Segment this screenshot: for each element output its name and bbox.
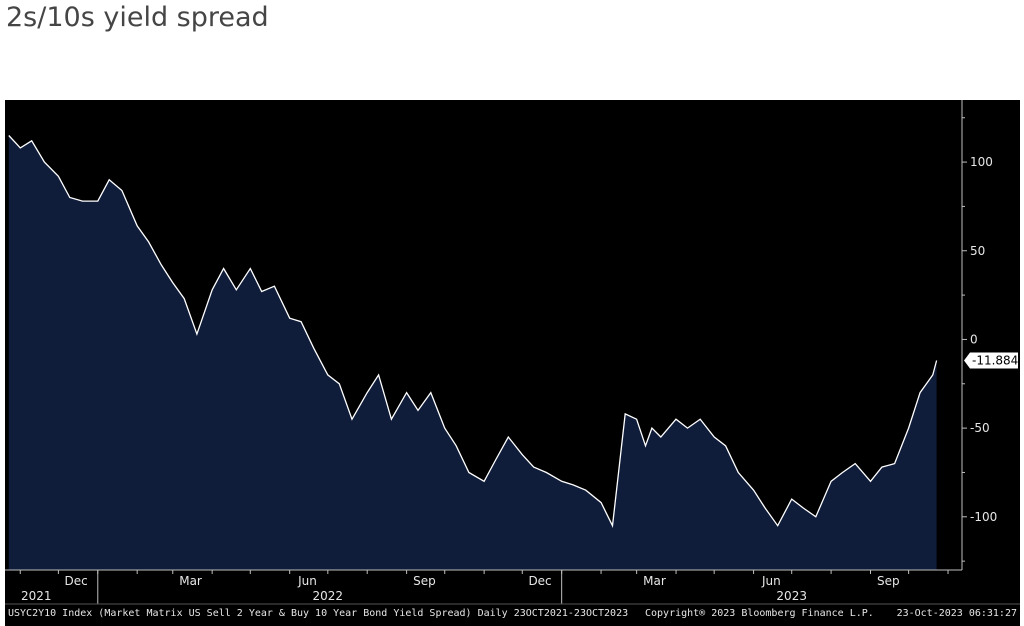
x-tick-label: Dec (65, 574, 88, 588)
x-tick-label: Mar (643, 574, 666, 588)
footer-source: USYC2Y10 Index (Market Matrix US Sell 2 … (8, 608, 628, 619)
x-tick-label: Jun (761, 574, 781, 588)
axes: 100 50 0 -50 -100 -11.884 Dec Mar Jun Sep Dec Mar Ju… (5, 100, 1020, 605)
chart-panel: 100 50 0 -50 -100 -11.884 Dec Mar Jun Sep Dec Mar Ju… (5, 100, 1020, 626)
area-layer (8, 135, 937, 570)
x-tick-label: Sep (877, 574, 900, 588)
last-value-badge (964, 352, 1018, 369)
footer-timestamp: 23-Oct-2023 06:31:27 (897, 608, 1017, 619)
x-tick-label: Dec (528, 574, 551, 588)
x-tick-label: Sep (413, 574, 436, 588)
footer-copyright: Copyright® 2023 Bloomberg Finance L.P. (645, 608, 874, 619)
footer: USYC2Y10 Index (Market Matrix US Sell 2 … (8, 608, 1017, 619)
spread-line (8, 135, 938, 528)
y-tick-label: 0 (970, 332, 978, 346)
y-tick-label: 100 (970, 155, 993, 169)
line-layer (8, 135, 938, 528)
chart: 100 50 0 -50 -100 -11.884 Dec Mar Jun Sep Dec Mar Ju… (5, 100, 1020, 619)
y-tick-label: -100 (970, 510, 997, 524)
year-label: 2022 (313, 589, 344, 603)
y-tick-label: -50 (970, 421, 990, 435)
last-value-label: -11.884 (972, 354, 1018, 368)
year-label: 2023 (776, 589, 807, 603)
year-label: 2021 (21, 589, 52, 603)
x-tick-label: Mar (179, 574, 202, 588)
y-tick-label: 50 (970, 244, 985, 258)
spread-area (8, 135, 937, 570)
page-title: 2s/10s yield spread (6, 2, 269, 33)
x-tick-label: Jun (297, 574, 317, 588)
